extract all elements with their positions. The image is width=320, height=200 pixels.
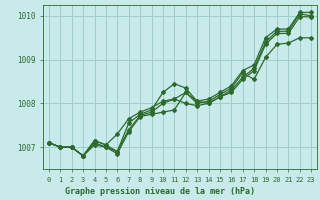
Text: Graphe pression niveau de la mer (hPa): Graphe pression niveau de la mer (hPa) bbox=[65, 187, 255, 196]
